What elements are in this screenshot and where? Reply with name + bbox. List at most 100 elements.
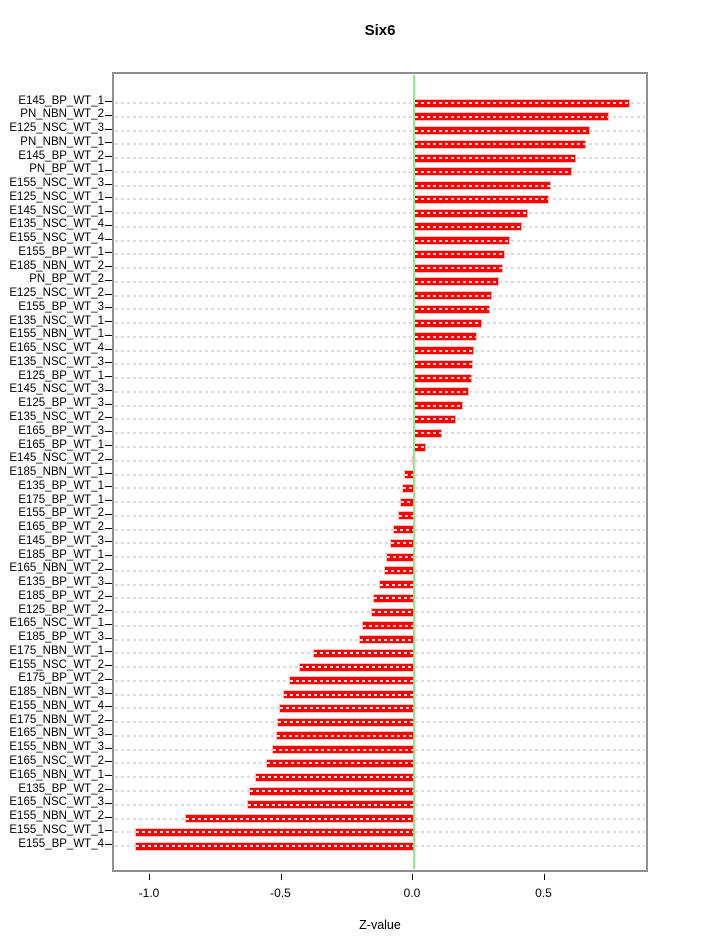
bar xyxy=(400,497,414,507)
y-tick xyxy=(105,747,112,749)
bar xyxy=(414,387,470,397)
y-tick-label: E135_BP_WT_2 xyxy=(18,782,104,795)
y-tick xyxy=(105,348,112,350)
y-tick xyxy=(105,582,112,584)
gridline xyxy=(115,514,645,517)
bar-dash-overlay xyxy=(415,377,471,380)
y-tick xyxy=(105,376,112,378)
y-tick xyxy=(105,266,112,268)
bar xyxy=(414,291,492,301)
y-tick xyxy=(105,706,112,708)
bar-dash-overlay xyxy=(401,501,413,504)
gridline xyxy=(115,528,645,531)
bar xyxy=(414,249,505,259)
gridline xyxy=(115,280,645,283)
bar-dash-overlay xyxy=(415,198,549,201)
y-tick xyxy=(105,142,112,144)
bar-dash-overlay xyxy=(284,693,413,696)
bar-dash-overlay xyxy=(300,666,413,669)
y-tick xyxy=(105,568,112,570)
y-tick-label: E155_NBN_WT_2 xyxy=(9,810,104,823)
y-tick-label: E175_BP_WT_2 xyxy=(18,672,104,685)
bar xyxy=(414,112,609,122)
y-tick-label: E155_BP_WT_1 xyxy=(18,245,104,258)
bar-dash-overlay xyxy=(415,184,550,187)
y-tick xyxy=(105,541,112,543)
bar-dash-overlay xyxy=(359,638,413,641)
y-tick-label: E155_BP_WT_2 xyxy=(18,507,104,520)
bar-dash-overlay xyxy=(415,157,575,160)
bar-dash-overlay xyxy=(415,308,490,311)
y-tick xyxy=(105,156,112,158)
bar xyxy=(254,772,414,782)
y-tick xyxy=(105,500,112,502)
bar xyxy=(135,827,414,837)
bar xyxy=(184,814,414,824)
bar xyxy=(249,786,414,796)
y-tick-label: E165_NSC_WT_4 xyxy=(9,342,104,355)
y-tick-label: E125_NSC_WT_1 xyxy=(9,190,104,203)
bar-dash-overlay xyxy=(398,514,413,517)
y-tick-label: E175_BP_WT_1 xyxy=(18,493,104,506)
bar-dash-overlay xyxy=(393,528,413,531)
bar-dash-overlay xyxy=(415,253,504,256)
y-tick xyxy=(105,816,112,818)
y-tick xyxy=(105,802,112,804)
bar xyxy=(299,662,414,672)
y-tick-label: PN_NBN_WT_1 xyxy=(20,135,104,148)
y-tick xyxy=(105,211,112,213)
gridline xyxy=(115,115,645,118)
y-tick-label: E155_NSC_WT_3 xyxy=(9,177,104,190)
gridline xyxy=(115,143,645,146)
bar-dash-overlay xyxy=(391,542,413,545)
y-tick-label: E135_NSC_WT_2 xyxy=(9,410,104,423)
gridline xyxy=(115,198,645,201)
y-tick-label: E155_BP_WT_4 xyxy=(18,837,104,850)
y-tick xyxy=(105,279,112,281)
bar-dash-overlay xyxy=(385,569,413,572)
bar xyxy=(397,511,414,521)
bar-dash-overlay xyxy=(314,652,413,655)
bar xyxy=(265,758,414,768)
y-tick-label: E155_NBN_WT_1 xyxy=(9,328,104,341)
y-tick xyxy=(105,321,112,323)
gridline xyxy=(115,390,645,393)
gridline xyxy=(115,322,645,325)
bar-dash-overlay xyxy=(415,294,491,297)
bar-dash-overlay xyxy=(278,721,413,724)
bar-dash-overlay xyxy=(415,432,441,435)
bar xyxy=(414,153,576,163)
y-tick-label: E185_NBN_WT_2 xyxy=(9,259,104,272)
y-tick xyxy=(105,775,112,777)
bar xyxy=(414,98,630,108)
y-tick-label: PN_BP_WT_1 xyxy=(29,163,104,176)
y-tick-label: E135_NSC_WT_3 xyxy=(9,355,104,368)
bar xyxy=(371,607,414,617)
bar xyxy=(134,841,414,851)
bar-dash-overlay xyxy=(185,817,413,820)
y-tick xyxy=(105,844,112,846)
bar xyxy=(414,414,457,424)
y-tick xyxy=(105,458,112,460)
y-tick xyxy=(105,623,112,625)
y-tick-label: E135_BP_WT_3 xyxy=(18,576,104,589)
y-tick-label: E145_NSC_WT_1 xyxy=(9,204,104,217)
bar-dash-overlay xyxy=(415,225,521,228)
gridline xyxy=(115,294,645,297)
gridline xyxy=(115,102,645,104)
y-tick xyxy=(105,830,112,832)
y-tick xyxy=(105,651,112,653)
bar-dash-overlay xyxy=(415,363,473,366)
y-tick xyxy=(105,224,112,226)
x-tick xyxy=(543,874,545,880)
y-tick xyxy=(105,362,112,364)
x-tick-label: 0.5 xyxy=(535,886,552,900)
gridline xyxy=(115,501,645,504)
bar xyxy=(358,635,414,645)
y-tick-label: E135_BP_WT_1 xyxy=(18,479,104,492)
bar xyxy=(384,566,414,576)
bar-dash-overlay xyxy=(363,624,413,627)
y-tick xyxy=(105,596,112,598)
y-tick-label: E125_NSC_WT_3 xyxy=(9,122,104,135)
